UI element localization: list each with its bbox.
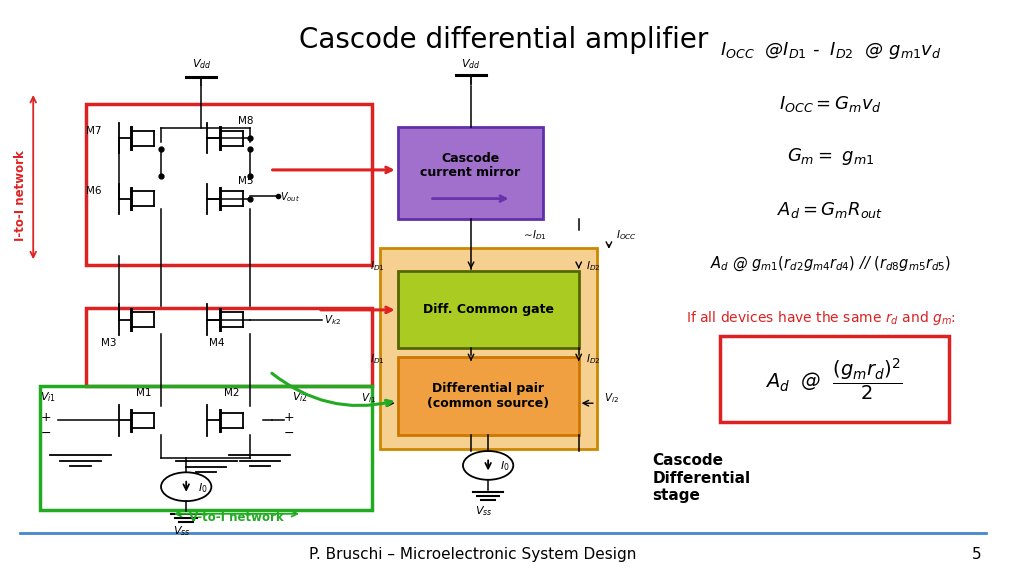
FancyBboxPatch shape bbox=[397, 127, 544, 219]
Text: $A_d$  @  $\dfrac{(g_m r_d)^2}{2}$: $A_d$ @ $\dfrac{(g_m r_d)^2}{2}$ bbox=[765, 356, 903, 402]
FancyBboxPatch shape bbox=[381, 248, 597, 449]
Text: 5: 5 bbox=[972, 547, 981, 562]
Text: M3: M3 bbox=[100, 338, 116, 347]
FancyBboxPatch shape bbox=[397, 357, 579, 435]
Text: Cascode differential amplifier: Cascode differential amplifier bbox=[299, 26, 708, 54]
Text: V-to-I network: V-to-I network bbox=[189, 511, 284, 524]
Text: $\sim\!I_{D1}$: $\sim\!I_{D1}$ bbox=[520, 228, 546, 242]
Text: $I_{OCC}$: $I_{OCC}$ bbox=[616, 228, 637, 242]
Text: $V_{dd}$: $V_{dd}$ bbox=[461, 58, 481, 71]
Text: M8: M8 bbox=[238, 116, 253, 126]
Text: $I_{OCC}$  @$I_{D1}$ -  $I_{D2}$  @ $g_{m1}v_d$: $I_{OCC}$ @$I_{D1}$ - $I_{D2}$ @ $g_{m1}… bbox=[720, 40, 941, 61]
Text: M7: M7 bbox=[86, 126, 101, 135]
Text: −: − bbox=[40, 427, 51, 439]
Text: $I_{D2}$: $I_{D2}$ bbox=[586, 259, 600, 273]
Text: current mirror: current mirror bbox=[421, 166, 520, 179]
Text: If all devices have the same $r_d$ and $g_m$:: If all devices have the same $r_d$ and $… bbox=[686, 309, 956, 327]
Text: $V_{i2}$: $V_{i2}$ bbox=[292, 391, 308, 404]
Text: $I_{OCC} = G_m v_d$: $I_{OCC} = G_m v_d$ bbox=[779, 94, 882, 113]
Text: $I_{D1}$: $I_{D1}$ bbox=[370, 259, 384, 273]
Text: $V_{dd}$: $V_{dd}$ bbox=[191, 58, 211, 71]
Text: $V_{i1}$: $V_{i1}$ bbox=[40, 391, 56, 404]
FancyBboxPatch shape bbox=[720, 336, 949, 422]
Text: $V_{i1}$: $V_{i1}$ bbox=[361, 392, 377, 406]
Text: −: − bbox=[284, 427, 294, 439]
Text: $I_0$: $I_0$ bbox=[500, 460, 510, 473]
Text: Cascode: Cascode bbox=[441, 152, 500, 165]
Text: $V_{i2}$: $V_{i2}$ bbox=[604, 392, 618, 406]
Text: $A_d = G_m R_{out}$: $A_d = G_m R_{out}$ bbox=[777, 200, 884, 219]
Text: $V_{k2}$: $V_{k2}$ bbox=[324, 313, 341, 327]
Text: Differential pair
(common source): Differential pair (common source) bbox=[427, 382, 549, 410]
Text: $V_{out}$: $V_{out}$ bbox=[280, 190, 300, 204]
Text: M5: M5 bbox=[238, 176, 253, 186]
Text: P. Bruschi – Microelectronic System Design: P. Bruschi – Microelectronic System Desi… bbox=[309, 547, 637, 562]
Text: $I_{D1}$: $I_{D1}$ bbox=[370, 353, 384, 366]
FancyBboxPatch shape bbox=[397, 271, 579, 348]
Text: $A_d$ @ $g_{m1}$$(r_{d2}g_{m4}r_{d4})$ // $(r_{d8}g_{m5}r_{d5})$: $A_d$ @ $g_{m1}$$(r_{d2}g_{m4}r_{d4})$ /… bbox=[710, 255, 950, 273]
Text: Diff. Common gate: Diff. Common gate bbox=[423, 303, 554, 316]
Text: M4: M4 bbox=[209, 338, 225, 347]
Text: $I_{D2}$: $I_{D2}$ bbox=[586, 353, 600, 366]
Text: +: + bbox=[284, 411, 295, 424]
Text: +: + bbox=[40, 411, 51, 424]
Text: I-to-I network: I-to-I network bbox=[13, 150, 27, 241]
Text: $V_{ss}$: $V_{ss}$ bbox=[173, 524, 190, 538]
Text: M2: M2 bbox=[224, 388, 240, 397]
Text: $G_m =\ g_{m1}$: $G_m =\ g_{m1}$ bbox=[786, 146, 873, 167]
Text: M6: M6 bbox=[86, 186, 101, 196]
Text: M1: M1 bbox=[136, 388, 152, 397]
Text: Cascode
Differential
stage: Cascode Differential stage bbox=[652, 453, 751, 503]
Text: $I_0$: $I_0$ bbox=[199, 481, 208, 495]
Text: $V_{ss}$: $V_{ss}$ bbox=[475, 504, 493, 518]
